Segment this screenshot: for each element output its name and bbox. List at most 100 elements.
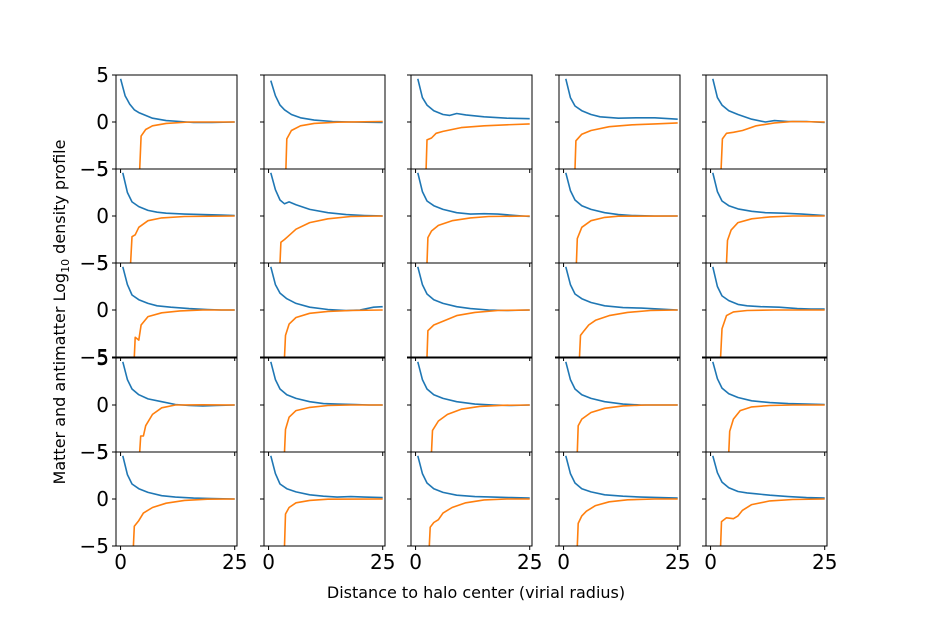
matter-line [565, 266, 678, 311]
matter-line [122, 266, 235, 311]
x-tick-label: 25 [517, 550, 542, 574]
y-tick-label: 0 [96, 393, 109, 417]
subplot-r5-c1: 50−50 25 [80, 440, 248, 574]
matter-line [417, 172, 530, 218]
x-tick-label: 25 [370, 550, 395, 574]
subplot-r3-c1: 5 0 −5 [80, 251, 238, 369]
antimatter-line [426, 215, 530, 263]
y-tick-label: −5 [80, 345, 109, 369]
matter-line [712, 78, 825, 124]
matter-line [417, 266, 530, 312]
x-tick-label: 0 [704, 550, 717, 574]
antimatter-line [728, 404, 825, 452]
subplot-r3-c2 [260, 262, 386, 361]
y-tick-label: 5 [96, 157, 109, 181]
y-axis-label-prefix: Matter and antimatter Log [50, 273, 69, 485]
subplot-r4-c4 [555, 357, 681, 456]
y-tick-label: −5 [80, 157, 109, 181]
matter-line [270, 455, 383, 499]
matter-line [712, 455, 825, 499]
subplot-r4-c3 [407, 357, 533, 456]
subplot-r4-c2 [260, 357, 386, 456]
subplot-r5-c5: 0 25 [702, 451, 837, 574]
antimatter-line [719, 498, 825, 546]
y-tick-label: 0 [96, 110, 109, 134]
y-tick-label: −5 [80, 251, 109, 275]
matter-line [712, 361, 825, 406]
antimatter-line [283, 498, 383, 546]
matter-line [270, 80, 383, 124]
matter-line [712, 266, 825, 310]
antimatter-line [129, 215, 235, 263]
matter-line [417, 361, 530, 407]
panel-grid: 50−550−550−550−550−50 25 0 25 0 25 0 25 0 25 [80, 63, 838, 574]
subplot-frame [410, 74, 533, 170]
antimatter-line [283, 404, 383, 452]
antimatter-line [132, 498, 235, 546]
matter-line [417, 78, 530, 120]
y-tick-label: −5 [80, 534, 109, 558]
antimatter-line [576, 404, 678, 452]
x-tick-label: 25 [812, 550, 837, 574]
matter-line [565, 361, 678, 406]
x-tick-label: 0 [262, 550, 275, 574]
y-tick-label: 5 [96, 251, 109, 275]
antimatter-line [575, 215, 678, 263]
subplot-r3-c5 [702, 262, 828, 361]
y-axis-label: Matter and antimatter Log10 density prof… [50, 140, 72, 485]
y-tick-label: 5 [96, 346, 109, 370]
y-tick-label: 5 [96, 440, 109, 464]
antimatter-line [428, 498, 530, 546]
antimatter-line [279, 215, 383, 263]
matter-line [565, 172, 678, 217]
y-tick-label: 0 [96, 487, 109, 511]
subplot-r1-c4 [555, 74, 681, 173]
matter-line [565, 78, 678, 120]
y-axis-label-suffix: density profile [50, 140, 69, 259]
matter-line [122, 361, 235, 407]
x-tick-label: 0 [557, 550, 570, 574]
antimatter-line [283, 309, 383, 357]
antimatter-line [133, 309, 235, 357]
antimatter-line [578, 309, 678, 357]
antimatter-line [720, 120, 825, 169]
matter-line [565, 455, 678, 499]
subplot-r5-c4: 0 25 [555, 451, 690, 574]
y-axis-label-subscript: 10 [59, 259, 72, 273]
x-axis-label: Distance to halo center (virial radius) [327, 583, 625, 602]
antimatter-line [576, 498, 678, 546]
antimatter-line [719, 309, 825, 357]
subplot-r2-c2 [260, 168, 386, 267]
subplot-r3-c4 [555, 262, 681, 361]
y-tick-label: 5 [96, 63, 109, 87]
subplot-r2-c5 [702, 168, 828, 267]
antimatter-line [285, 120, 383, 169]
matter-line [712, 172, 825, 217]
antimatter-line [426, 309, 530, 357]
subplot-r3-c3 [407, 262, 533, 361]
x-tick-label: 25 [222, 550, 247, 574]
subplot-r2-c1: 5 0 −5 [80, 157, 238, 275]
subplot-frame [558, 74, 681, 170]
subplot-r2-c4 [555, 168, 681, 267]
subplot-r1-c2 [260, 74, 386, 173]
subplot-r1-c5 [702, 74, 828, 173]
subplot-r5-c3: 0 25 [407, 451, 542, 574]
subplot-r4-c5 [702, 357, 828, 456]
x-tick-label: 25 [665, 550, 690, 574]
y-tick-label: 0 [96, 298, 109, 322]
x-tick-label: 0 [409, 550, 422, 574]
subplot-r4-c1: 5 0 −5 [80, 346, 238, 464]
subplot-r2-c3 [407, 168, 533, 267]
antimatter-line [430, 404, 530, 452]
matter-line [417, 455, 530, 499]
matter-line [122, 172, 235, 217]
antimatter-line [574, 122, 678, 169]
antimatter-line [725, 215, 825, 263]
antimatter-line [138, 121, 235, 169]
matter-line [270, 266, 383, 312]
x-tick-label: 0 [114, 550, 127, 574]
matter-line [270, 361, 383, 406]
subplot-r1-c3 [407, 74, 533, 173]
